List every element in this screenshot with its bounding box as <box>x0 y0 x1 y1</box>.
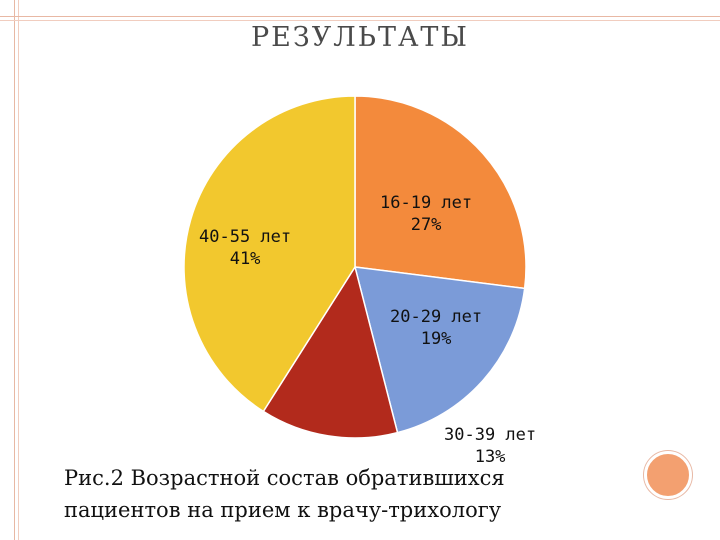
frame-line-vertical-inner <box>18 0 19 540</box>
decorative-circle <box>644 451 692 499</box>
slice-label-30-39-category: 30-39 лет <box>444 425 537 445</box>
caption-line-1: Рис.2 Возрастной состав обратившихся <box>64 466 505 490</box>
slide-title: РЕЗУЛЬТАТЫ <box>251 22 469 53</box>
pie-slice-20-29-лет <box>353 266 526 434</box>
slice-label-20-29: 20-29 лет 19% <box>390 306 482 350</box>
slice-label-40-55-pct: 41% <box>229 249 261 269</box>
frame-line-horizontal-inner <box>0 20 720 21</box>
slice-label-40-55-category: 40-55 лет <box>199 227 292 247</box>
pie-slice-16-19-лет <box>354 95 527 290</box>
slice-label-30-39-pct: 13% <box>474 447 506 467</box>
caption-line-2: пациентов на прием к врачу-трихологу <box>64 498 502 522</box>
slice-label-40-55: 40-55 лет 41% <box>199 226 291 270</box>
slice-label-20-29-pct: 19% <box>420 329 452 349</box>
slice-label-16-19-category: 16-19 лет <box>380 193 473 213</box>
frame-line-vertical <box>14 0 15 540</box>
slice-label-16-19-pct: 27% <box>410 215 442 235</box>
slice-label-20-29-category: 20-29 лет <box>390 307 483 327</box>
pie-slice-30-39-лет <box>262 265 399 439</box>
pie-slice-40-55-лет <box>183 95 356 413</box>
frame-line-horizontal <box>0 16 720 17</box>
slice-label-30-39: 30-39 лет 13% <box>444 424 536 468</box>
slice-label-16-19: 16-19 лет 27% <box>380 192 472 236</box>
figure-caption: Рис.2 Возрастной состав обратившихся пац… <box>64 462 684 526</box>
